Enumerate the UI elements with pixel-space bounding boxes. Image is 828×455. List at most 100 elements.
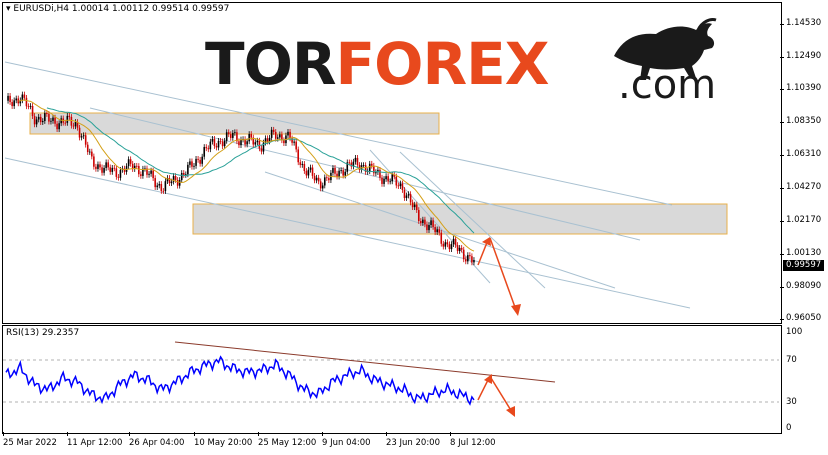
channel-line-upper [4,61,673,206]
candle-body [178,180,181,186]
candle-body [293,141,295,143]
candle-body [156,185,159,188]
symbol-info: EURUSDi,H4 1.00014 1.00112 0.99514 0.995… [13,4,230,14]
candle-body [411,202,414,208]
candle-body [95,166,97,169]
time-axis-tick [67,432,68,436]
price-axis-label: 0.98090 [786,281,822,291]
time-axis-label: 11 Apr 12:00 [67,438,123,448]
candle-body [123,168,126,172]
candle-body [256,140,259,143]
candle-body [88,151,91,153]
torforex-logo: TORFOREX [205,30,549,98]
candle-body [313,175,316,181]
forecast-arrow-down [489,237,517,311]
candle-body [66,115,69,123]
candle-body [260,148,263,152]
logo-text-com: .com [618,62,717,108]
fan-line-2 [399,151,546,289]
candle-body [180,173,183,181]
candle-body [35,119,38,125]
rsi-line [5,355,475,406]
candle-body [438,229,441,233]
candle-body [274,131,277,139]
time-axis-tick [322,432,323,436]
candle-body [56,123,58,130]
candle-body [219,140,222,142]
candle-body [311,167,314,176]
time-axis-label: 25 Mar 2022 [3,438,57,448]
candle-body [11,102,13,107]
candle-body [23,94,26,98]
dropdown-triangle-icon[interactable]: ▾ [6,4,11,14]
candle-body [99,164,101,168]
candle-body [403,190,406,198]
candle-body [101,167,103,173]
candle-body [268,137,271,142]
candle-body [48,114,50,122]
forecast-arrow-up [477,239,489,266]
candle-body [103,167,105,173]
rsi-header: RSI(13) 29.2357 [6,328,80,338]
rsi-axis-label: 100 [786,327,803,337]
candle-body [430,220,432,226]
candle-body [448,244,451,250]
candle-body [336,173,338,177]
candle-body [33,116,36,125]
candle-body [213,138,216,146]
candle-body [395,176,398,186]
moving-average-slow [46,107,475,234]
candle-body [174,176,177,180]
candle-body [142,168,144,176]
candle-body [46,113,48,115]
candle-body [197,158,199,160]
candle-body [215,145,218,148]
price-axis-tick [780,221,784,222]
candle-body [238,141,240,146]
candle-body [344,171,347,176]
price-axis-tick [780,24,784,25]
candle-body [109,167,112,172]
candle-body [232,132,234,138]
rsi-axis-label: 70 [786,355,797,365]
candle-body [225,132,228,141]
current-price-label: 0.99597 [783,260,825,271]
price-axis-label: 1.00130 [786,248,822,258]
candle-body [276,137,279,139]
price-axis-label: 1.14530 [786,18,822,28]
candle-body [303,163,306,172]
candle-body [7,95,9,101]
candle-body [164,181,167,192]
candle-body [205,147,208,149]
candle-body [140,174,142,176]
price-axis-label: 1.04270 [786,182,822,192]
price-axis-tick [780,57,784,58]
candle-body [319,181,322,189]
price-axis-tick [780,155,784,156]
candle-body [375,172,377,174]
rsi-arrow-down [490,377,513,413]
candle-body [287,131,289,136]
candle-body [379,169,381,178]
candle-body [420,221,422,224]
candle-body [50,120,52,122]
candle-body [422,219,424,224]
candle-body [76,122,79,128]
channel-line-lower [4,157,691,309]
candle-body [166,177,169,182]
candle-body [279,134,281,138]
price-axis-tick [780,122,784,123]
candle-body [107,162,109,168]
candle-body [54,117,56,124]
candle-body [454,238,457,246]
candle-body [203,147,206,157]
candle-body [182,173,185,175]
candle-body [78,127,81,138]
candle-body [356,157,359,165]
candle-body [464,259,467,262]
candle-body [93,156,95,167]
candle-body [211,138,214,142]
candle-body [189,161,191,165]
